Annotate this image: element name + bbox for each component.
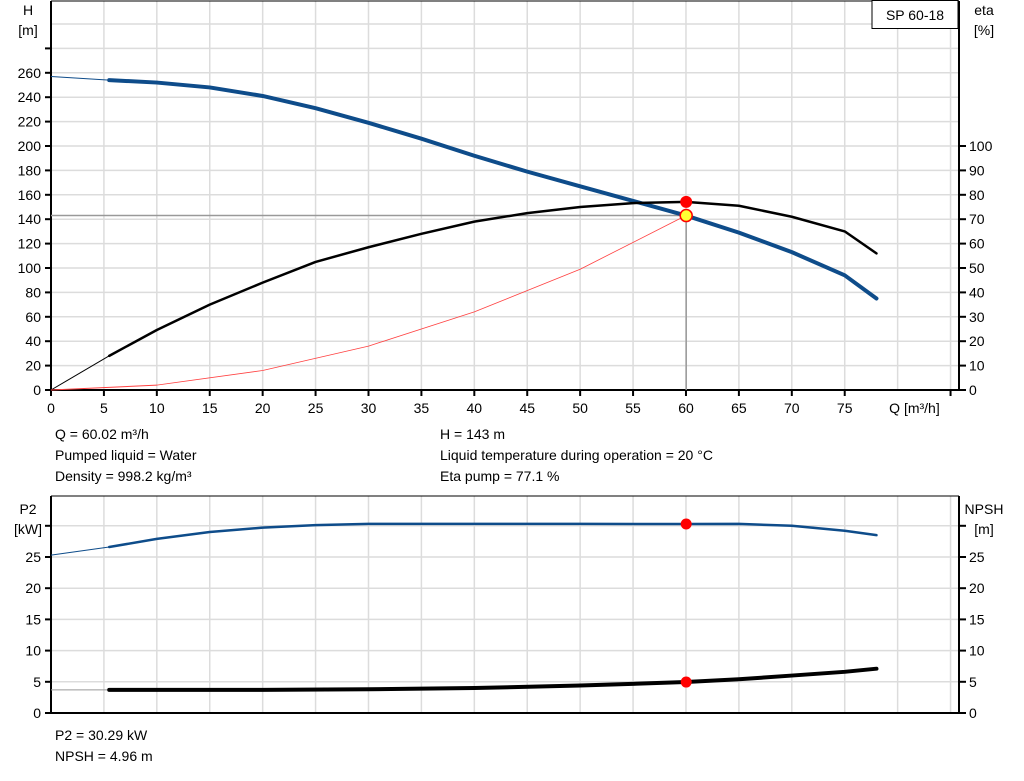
x-tick-label: 15 <box>202 400 218 416</box>
flow-readout: Q = 60.02 m³/h <box>55 426 149 442</box>
pump-model-box <box>871 0 959 29</box>
y-tick-label-right: 20 <box>969 333 985 349</box>
y-tick-label-left: 10 <box>25 643 41 659</box>
system-curve-extrapolated <box>50 384 157 391</box>
liquid-readout: Pumped liquid = Water <box>55 447 197 463</box>
y-tick-label-right: 90 <box>969 162 985 178</box>
density-readout: Density = 998.2 kg/m³ <box>55 468 192 484</box>
y-axis-label-left: H <box>23 2 33 18</box>
y-tick-label-right: 0 <box>969 382 977 398</box>
x-tick-label: 20 <box>255 400 271 416</box>
y-tick-label-right: 5 <box>969 674 977 690</box>
y-tick-label-left: 0 <box>33 382 41 398</box>
y-tick-label-left: 15 <box>25 611 41 627</box>
pump-model-label: SP 60-18 <box>886 7 944 23</box>
y-tick-label-left: 140 <box>18 211 42 227</box>
temperature-readout: Liquid temperature during operation = 20… <box>440 447 713 463</box>
head-readout: H = 143 m <box>440 426 505 442</box>
x-tick-label: 5 <box>100 400 108 416</box>
y-tick-label-right: 20 <box>969 580 985 596</box>
y-axis-label-right-unit: [m] <box>974 521 993 537</box>
y-tick-label-right: 100 <box>969 138 993 154</box>
y-axis-label-left: P2 <box>19 501 36 517</box>
x-tick-label: 45 <box>519 400 535 416</box>
p2-curve-extrapolated <box>50 546 110 556</box>
eta-duty-point <box>680 195 693 208</box>
x-tick-label: 65 <box>731 400 747 416</box>
x-tick-label: 60 <box>678 400 694 416</box>
eta-curve-extrapolated <box>50 355 110 391</box>
y-axis-label-right: NPSH <box>965 501 1004 517</box>
x-tick-label: 75 <box>837 400 853 416</box>
y-tick-label-right: 40 <box>969 284 985 300</box>
y-tick-label-right: 0 <box>969 705 977 721</box>
npsh-readout: NPSH = 4.96 m <box>55 748 153 764</box>
system-curve <box>156 215 687 386</box>
y-tick-label-left: 80 <box>25 284 41 300</box>
y-tick-label-left: 260 <box>18 65 42 81</box>
y-tick-label-left: 180 <box>18 162 42 178</box>
y-tick-label-left: 0 <box>33 705 41 721</box>
npsh-curve <box>107 666 879 692</box>
p2-duty-point <box>680 518 692 530</box>
x-axis-label: Q [m³/h] <box>889 400 940 416</box>
y-axis-label-left-unit: [m] <box>18 22 37 38</box>
y-tick-label-left: 160 <box>18 187 42 203</box>
info-left-top: Q = 60.02 m³/h Pumped liquid = Water Den… <box>55 424 197 487</box>
p2-readout: P2 = 30.29 kW <box>55 727 148 743</box>
x-tick-label: 0 <box>47 400 55 416</box>
x-tick-label: 70 <box>784 400 800 416</box>
y-tick-label-left: 120 <box>18 236 42 252</box>
y-tick-label-right: 70 <box>969 211 985 227</box>
y-tick-label-left: 220 <box>18 114 42 130</box>
y-tick-label-left: 40 <box>25 333 41 349</box>
x-tick-label: 40 <box>467 400 483 416</box>
y-tick-label-left: 5 <box>33 674 41 690</box>
y-tick-label-right: 25 <box>969 549 985 565</box>
x-tick-label: 10 <box>149 400 165 416</box>
x-tick-label: 55 <box>625 400 641 416</box>
y-axis-label-left-unit: [kW] <box>14 521 42 537</box>
h-curve <box>107 78 879 301</box>
head-duty-point <box>679 208 693 223</box>
y-axis-label-right: eta <box>974 2 994 18</box>
x-tick-label: 25 <box>308 400 324 416</box>
eta-readout: Eta pump = 77.1 % <box>440 468 560 484</box>
eta-curve <box>107 200 878 358</box>
npsh-duty-point <box>680 676 692 688</box>
y-tick-label-right: 60 <box>969 236 985 252</box>
y-axis-label-right-unit: [%] <box>974 22 994 38</box>
y-tick-label-right: 10 <box>969 643 985 659</box>
y-tick-label-left: 20 <box>25 358 41 374</box>
y-tick-label-left: 200 <box>18 138 42 154</box>
x-tick-label: 50 <box>572 400 588 416</box>
y-tick-label-left: 60 <box>25 309 41 325</box>
y-tick-label-right: 50 <box>969 260 985 276</box>
y-tick-label-left: 240 <box>18 89 42 105</box>
y-tick-label-right: 80 <box>969 187 985 203</box>
x-tick-label: 35 <box>414 400 430 416</box>
x-tick-label: 30 <box>361 400 377 416</box>
y-tick-label-left: 100 <box>18 260 42 276</box>
y-tick-label-left: 20 <box>25 580 41 596</box>
y-tick-label-right: 30 <box>969 309 985 325</box>
p2-curve <box>107 522 878 549</box>
y-tick-label-right: 15 <box>969 611 985 627</box>
info-right-top: H = 143 m Liquid temperature during oper… <box>440 424 713 487</box>
y-tick-label-right: 10 <box>969 358 985 374</box>
h-curve-extrapolated <box>50 75 110 81</box>
info-bottom: P2 = 30.29 kW NPSH = 4.96 m <box>55 725 153 767</box>
y-tick-label-left: 25 <box>25 549 41 565</box>
